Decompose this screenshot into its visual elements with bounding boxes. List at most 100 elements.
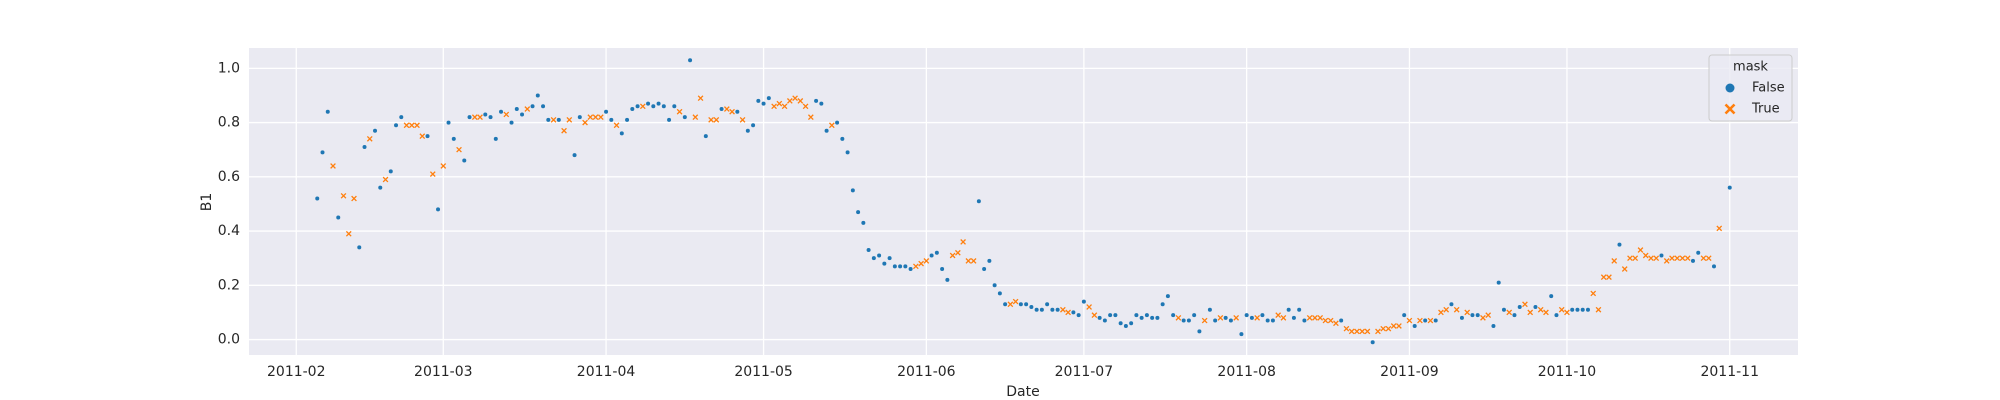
point bbox=[982, 267, 987, 272]
point bbox=[1600, 274, 1607, 281]
point bbox=[1291, 315, 1296, 320]
point bbox=[949, 252, 956, 259]
point bbox=[1475, 313, 1480, 318]
legend-item: True bbox=[1724, 102, 1780, 117]
point bbox=[1150, 315, 1155, 320]
point bbox=[672, 104, 677, 109]
point bbox=[1433, 318, 1438, 323]
point bbox=[382, 176, 389, 183]
point bbox=[340, 192, 347, 199]
y-tick-label: 0.6 bbox=[218, 169, 240, 185]
point bbox=[436, 207, 441, 212]
point bbox=[1491, 323, 1496, 328]
y-tick-label: 1.0 bbox=[218, 60, 240, 76]
point bbox=[1249, 315, 1254, 320]
point bbox=[729, 108, 735, 115]
point bbox=[861, 220, 866, 225]
point bbox=[1333, 320, 1339, 327]
point bbox=[692, 114, 699, 121]
point bbox=[1144, 313, 1149, 318]
point bbox=[530, 104, 535, 109]
point bbox=[1297, 307, 1302, 312]
point bbox=[456, 146, 462, 153]
point bbox=[1364, 328, 1371, 335]
point bbox=[1260, 313, 1265, 318]
point bbox=[856, 210, 861, 215]
point bbox=[1443, 306, 1450, 313]
point bbox=[661, 104, 666, 109]
x-axis-label: Date bbox=[1006, 384, 1039, 400]
point bbox=[592, 114, 599, 121]
point bbox=[556, 117, 561, 122]
point bbox=[719, 107, 724, 112]
y-axis-label: B1 bbox=[199, 193, 215, 212]
point bbox=[814, 98, 819, 103]
point bbox=[1003, 302, 1008, 307]
point bbox=[572, 153, 577, 158]
point bbox=[739, 117, 746, 123]
point bbox=[1270, 318, 1275, 323]
point bbox=[1097, 315, 1102, 320]
point bbox=[503, 111, 510, 118]
point bbox=[955, 249, 961, 256]
point bbox=[1590, 290, 1597, 297]
point bbox=[1007, 301, 1014, 308]
point bbox=[1669, 255, 1675, 262]
point bbox=[1427, 317, 1434, 324]
point bbox=[1412, 323, 1417, 328]
point bbox=[656, 101, 661, 106]
point bbox=[509, 120, 514, 125]
point bbox=[1659, 253, 1664, 258]
point bbox=[546, 117, 551, 122]
point bbox=[1113, 313, 1118, 318]
point bbox=[362, 144, 367, 149]
point bbox=[651, 104, 656, 109]
point bbox=[1254, 314, 1261, 321]
point bbox=[898, 264, 903, 269]
point bbox=[577, 115, 582, 120]
point bbox=[1322, 317, 1329, 324]
point bbox=[1155, 315, 1160, 320]
point bbox=[462, 158, 467, 163]
point bbox=[646, 101, 651, 106]
point bbox=[1464, 309, 1471, 316]
point bbox=[378, 185, 383, 190]
point bbox=[766, 96, 771, 101]
point bbox=[1558, 306, 1565, 313]
x-tick-label: 2011-10 bbox=[1538, 364, 1597, 380]
x-tick-label: 2011-06 bbox=[897, 364, 956, 380]
point bbox=[1175, 314, 1182, 321]
point bbox=[771, 103, 777, 110]
point bbox=[1286, 307, 1291, 312]
point bbox=[819, 101, 824, 106]
point bbox=[550, 117, 557, 123]
point bbox=[351, 195, 357, 202]
point bbox=[1123, 323, 1128, 328]
point bbox=[625, 117, 630, 122]
y-tick-label: 0.2 bbox=[218, 277, 240, 293]
point bbox=[1181, 318, 1186, 323]
point bbox=[1570, 307, 1575, 312]
point bbox=[1045, 302, 1050, 307]
point bbox=[488, 115, 493, 120]
legend-title: mask bbox=[1733, 60, 1768, 75]
point bbox=[520, 112, 525, 117]
point bbox=[514, 107, 519, 112]
point bbox=[1696, 250, 1701, 255]
x-tick-label: 2011-03 bbox=[414, 364, 473, 380]
point bbox=[1480, 314, 1486, 321]
x-tick-label: 2011-08 bbox=[1217, 364, 1276, 380]
point bbox=[703, 134, 708, 139]
point bbox=[1423, 318, 1428, 323]
point bbox=[1165, 294, 1170, 299]
point bbox=[1716, 225, 1723, 232]
point bbox=[1459, 315, 1464, 320]
point bbox=[315, 196, 320, 201]
point bbox=[1102, 318, 1107, 323]
point bbox=[1402, 313, 1407, 318]
point bbox=[1501, 307, 1506, 312]
point bbox=[1564, 309, 1570, 316]
point bbox=[745, 128, 750, 133]
point bbox=[1385, 325, 1392, 332]
point bbox=[1086, 304, 1092, 310]
